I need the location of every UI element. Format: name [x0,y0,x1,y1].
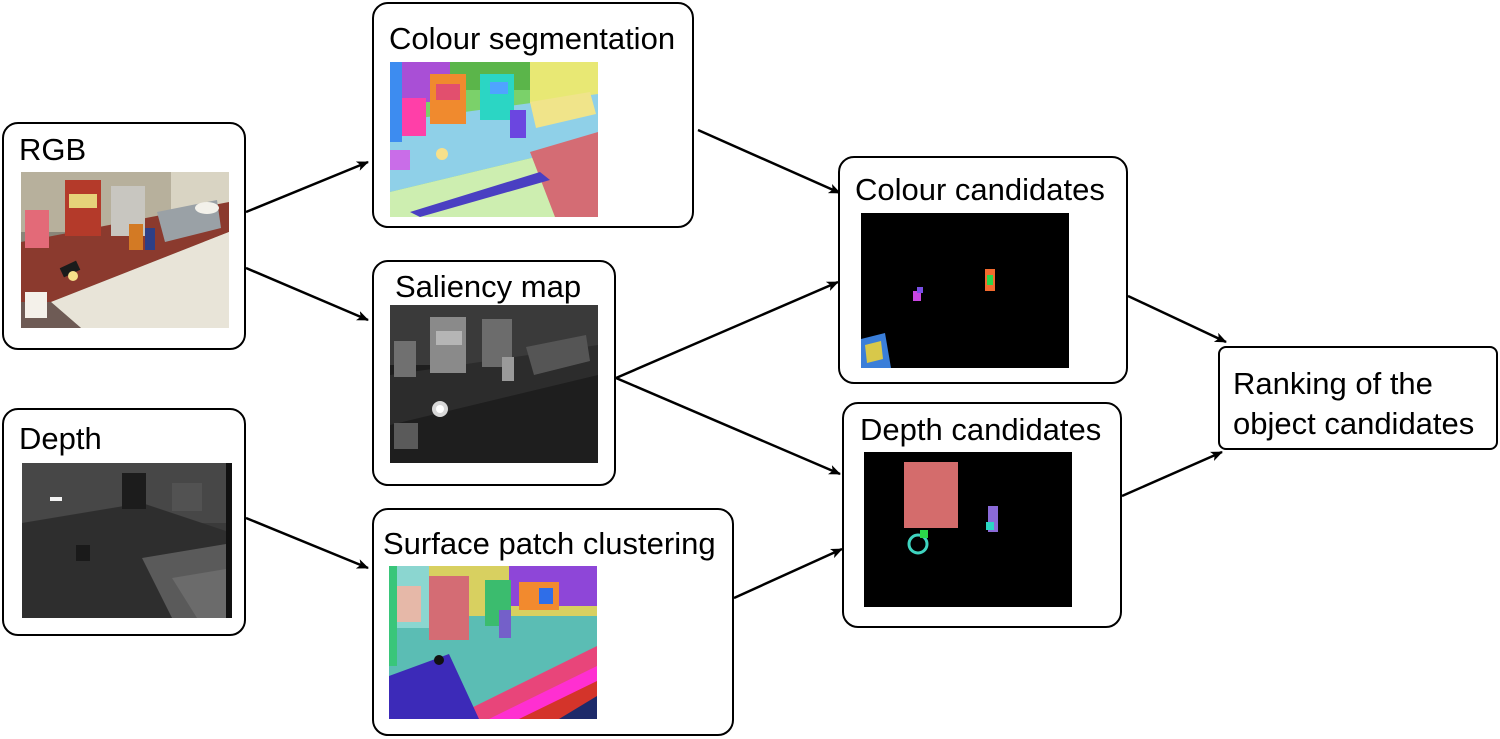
edge-depth-candidates-to-ranking [1121,450,1223,498]
edge-rgb-to-saliency-map [245,266,369,322]
node-saliency-map: Saliency map [372,260,616,486]
edge-rgb-to-colour-segmentation [245,160,369,214]
saliency-map-image [390,305,598,463]
edge-colour-candidates-to-ranking [1127,294,1227,344]
node-ranking: Ranking of the object candidates [1218,346,1498,450]
colour-segmentation-image [390,62,598,217]
edge-depth-to-surface-patch-clustering [245,516,369,570]
node-label: RGB [19,132,87,167]
depth-candidates-image [864,452,1072,607]
node-depth: Depth [2,408,246,636]
edge-colour-segmentation-to-colour-candidates [697,128,841,195]
node-label: Colour segmentation [389,21,676,56]
node-label: Depth [19,421,102,456]
node-colour-segmentation: Colour segmentation [372,2,694,228]
depth-image [22,463,232,618]
colour-candidates-image [861,213,1069,368]
node-colour-candidates: Colour candidates [838,156,1128,384]
node-depth-candidates: Depth candidates [842,402,1122,628]
edge-saliency-map-to-colour-candidates [615,280,839,380]
node-rgb: RGB [2,122,246,350]
node-label: Colour candidates [855,172,1105,207]
edge-saliency-map-to-depth-candidates [615,376,841,476]
rgb-image [21,172,229,328]
node-label: Saliency map [395,269,582,304]
node-label: Depth candidates [860,412,1102,447]
surface-patch-clustering-image [389,566,597,719]
node-surface-patch-clustering: Surface patch clustering [372,508,734,736]
node-label: Ranking of the object candidates [1233,366,1475,441]
node-label: Surface patch clustering [383,526,716,561]
edge-surface-patch-clustering-to-depth-candidates [733,547,843,600]
